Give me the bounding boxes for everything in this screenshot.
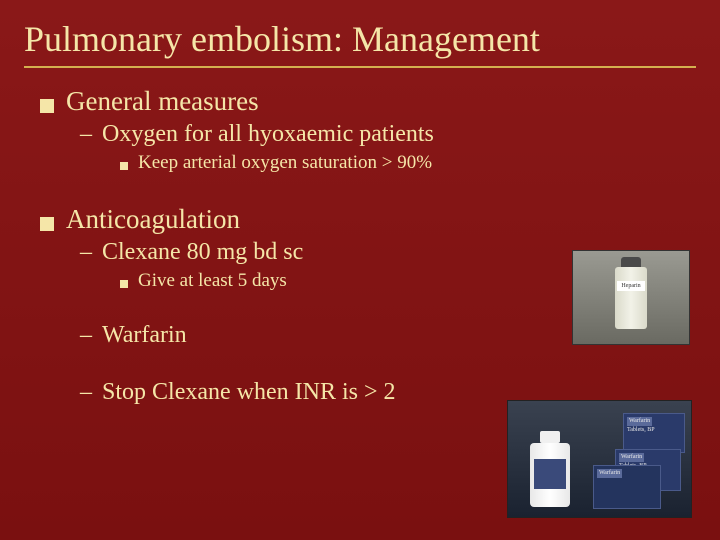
warfarin-boxes-image: Warfarin Tablets, BP Warfarin Tablets, B… (507, 400, 692, 518)
square-bullet-icon (40, 99, 54, 113)
bullet-general-measures: General measures (40, 86, 680, 117)
warfarin-box-icon: Warfarin Tablets, BP (623, 413, 685, 453)
dash-bullet-icon: – (80, 239, 92, 266)
vial-icon (615, 267, 647, 329)
small-square-bullet-icon (120, 162, 128, 170)
bullet-text: Give at least 5 days (138, 270, 287, 292)
bullet-text: Clexane 80 mg bd sc (102, 239, 303, 266)
slide-content: General measures – Oxygen for all hyoxae… (0, 86, 720, 406)
bullet-text: General measures (66, 86, 259, 117)
bullet-saturation: Keep arterial oxygen saturation > 90% (120, 152, 680, 174)
bullet-oxygen: – Oxygen for all hyoxaemic patients (80, 121, 680, 148)
title-underline (24, 66, 696, 68)
dash-bullet-icon: – (80, 121, 92, 148)
warfarin-box-icon: Warfarin (593, 465, 661, 509)
heparin-vial-image (572, 250, 690, 345)
bullet-text: Keep arterial oxygen saturation > 90% (138, 152, 432, 174)
bullet-anticoagulation: Anticoagulation (40, 204, 680, 235)
dash-bullet-icon: – (80, 379, 92, 406)
small-square-bullet-icon (120, 280, 128, 288)
square-bullet-icon (40, 217, 54, 231)
bullet-text: Anticoagulation (66, 204, 240, 235)
bullet-text: Warfarin (102, 322, 187, 349)
bullet-text: Stop Clexane when INR is > 2 (102, 379, 396, 406)
pill-bottle-icon (530, 443, 570, 507)
dash-bullet-icon: – (80, 322, 92, 349)
slide-title: Pulmonary embolism: Management (0, 0, 720, 66)
bullet-text: Oxygen for all hyoxaemic patients (102, 121, 434, 148)
